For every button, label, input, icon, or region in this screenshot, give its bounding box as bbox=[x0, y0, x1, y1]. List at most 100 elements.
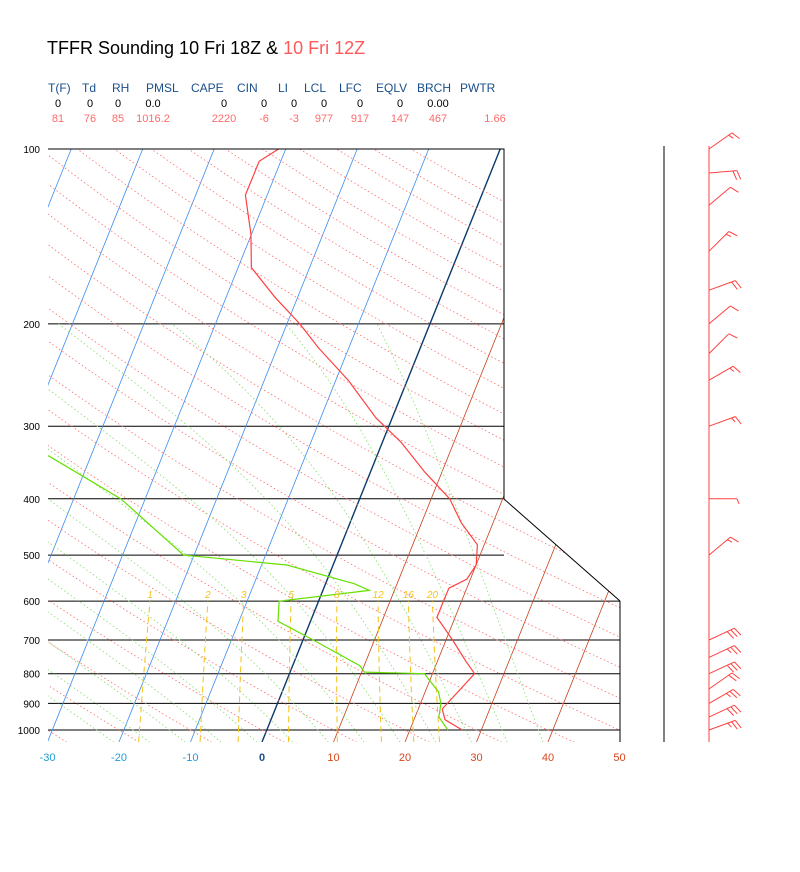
mixing-ratio-label: 20 bbox=[426, 590, 439, 601]
wind-profile bbox=[663, 132, 742, 742]
index-value-12z: 85 bbox=[112, 113, 124, 125]
isotherm-line bbox=[48, 149, 144, 742]
wind-barb bbox=[708, 170, 742, 180]
pressure-tick-label: 200 bbox=[23, 320, 40, 331]
mixing-ratio-line bbox=[336, 601, 338, 742]
pressure-tick-label: 600 bbox=[23, 597, 40, 608]
wind-barb bbox=[708, 645, 742, 658]
index-value-12z: -6 bbox=[259, 113, 269, 125]
axis-labels: 1 2 3 5 8 12 16 2010020030040050060070080090010… bbox=[18, 145, 626, 764]
temperature-profile bbox=[244, 149, 479, 731]
dry-adiabat bbox=[48, 149, 620, 742]
pressure-tick-label: 700 bbox=[23, 636, 40, 647]
moist-adiabat bbox=[48, 323, 186, 742]
dry-adiabat bbox=[48, 149, 620, 742]
sounding-profiles bbox=[48, 149, 479, 731]
temperature-tick-label: 40 bbox=[542, 752, 554, 764]
dry-adiabat bbox=[299, 149, 620, 742]
index-header: BRCH bbox=[417, 81, 451, 95]
wind-barb bbox=[708, 688, 741, 704]
dry-adiabat bbox=[48, 149, 213, 742]
dry-adiabat bbox=[48, 149, 620, 742]
isotherm-line bbox=[48, 149, 287, 742]
index-value-12z: 2220 bbox=[212, 113, 236, 125]
frame-diagonal bbox=[503, 498, 621, 602]
index-value-18z: 0 bbox=[291, 98, 297, 110]
isotherm-line bbox=[619, 149, 620, 742]
isobars bbox=[48, 149, 620, 731]
index-value-12z: -3 bbox=[289, 113, 299, 125]
dry-adiabats bbox=[48, 149, 620, 742]
dry-adiabat bbox=[48, 149, 503, 742]
dry-adiabat bbox=[114, 149, 620, 742]
index-value-18z: 0 bbox=[87, 98, 93, 110]
mixing-ratio-line bbox=[377, 601, 382, 742]
mixing-ratio-label: 1 bbox=[147, 590, 153, 601]
title-part-18z: TFFR Sounding 10 Fri 18Z & bbox=[47, 38, 284, 58]
chart-title: TFFR Sounding 10 Fri 18Z & 10 Fri 12Z bbox=[47, 38, 365, 59]
dry-adiabat bbox=[336, 149, 620, 742]
pressure-tick-label: 800 bbox=[23, 670, 40, 681]
mixing-ratio-line bbox=[288, 601, 292, 742]
mixing-ratio-line bbox=[138, 601, 151, 742]
isotherm-line bbox=[333, 149, 573, 742]
index-value-12z: 917 bbox=[351, 113, 369, 125]
index-header: PMSL bbox=[146, 81, 179, 95]
index-header: EQLV bbox=[376, 81, 407, 95]
index-value-18z: 0 bbox=[115, 98, 121, 110]
wind-barb bbox=[708, 132, 740, 150]
wind-barb bbox=[708, 719, 742, 731]
isotherm-line bbox=[48, 149, 215, 742]
dry-adiabat bbox=[48, 149, 140, 742]
index-value-12z: 147 bbox=[391, 113, 409, 125]
temperature-tick-label: 20 bbox=[399, 752, 411, 764]
temperature-tick-label: -20 bbox=[111, 752, 127, 764]
index-header: Td bbox=[82, 81, 96, 95]
wind-barb bbox=[708, 672, 740, 690]
moist-adiabat bbox=[58, 323, 437, 742]
index-value-18z: 0.00 bbox=[427, 98, 448, 110]
pressure-tick-label: 500 bbox=[23, 551, 40, 562]
index-value-18z: 0 bbox=[321, 98, 327, 110]
wind-barb bbox=[708, 305, 739, 325]
frame-upper bbox=[48, 148, 505, 499]
index-header: CAPE bbox=[191, 81, 224, 95]
mixing-ratio-label: 12 bbox=[373, 590, 385, 601]
index-value-18z: 0 bbox=[221, 98, 227, 110]
dry-adiabat bbox=[48, 149, 620, 742]
wind-barb bbox=[708, 498, 740, 504]
mixing-ratio-label: 5 bbox=[288, 590, 294, 601]
plot-area bbox=[48, 149, 620, 742]
dry-adiabat bbox=[48, 149, 68, 742]
pressure-tick-label: 400 bbox=[23, 495, 40, 506]
isotherm-line bbox=[118, 149, 358, 742]
dry-adiabat bbox=[77, 149, 620, 742]
index-header: RH bbox=[112, 81, 129, 95]
pressure-tick-label: 300 bbox=[23, 422, 40, 433]
temperature-tick-label: -30 bbox=[40, 752, 56, 764]
index-value-12z: 81 bbox=[52, 113, 64, 125]
dry-adiabat bbox=[48, 149, 620, 742]
isotherms bbox=[48, 149, 620, 742]
dry-adiabat bbox=[48, 149, 620, 742]
mixing-ratio-label: 3 bbox=[241, 590, 247, 601]
pressure-tick-label: 900 bbox=[23, 699, 40, 710]
mixing-ratio-label: 8 bbox=[334, 590, 340, 601]
index-value-18z: 0.0 bbox=[145, 98, 160, 110]
index-header: PWTR bbox=[460, 81, 496, 95]
isotherm-line bbox=[190, 149, 430, 742]
index-header: CIN bbox=[237, 81, 258, 95]
moist-adiabats bbox=[48, 323, 544, 742]
dry-adiabat bbox=[151, 149, 620, 742]
wind-barb bbox=[708, 186, 739, 206]
dry-adiabat bbox=[48, 149, 620, 742]
dry-adiabat bbox=[48, 149, 620, 742]
index-value-12z: 467 bbox=[429, 113, 447, 125]
moist-adiabat bbox=[376, 323, 544, 742]
mixing-ratio-line bbox=[407, 601, 415, 742]
dry-adiabat bbox=[225, 149, 620, 742]
isotherm-line bbox=[48, 149, 72, 742]
index-value-12z: 1.66 bbox=[484, 113, 505, 125]
index-value-12z: 1016.2 bbox=[136, 113, 170, 125]
mixing-ratio-lines bbox=[138, 601, 441, 742]
